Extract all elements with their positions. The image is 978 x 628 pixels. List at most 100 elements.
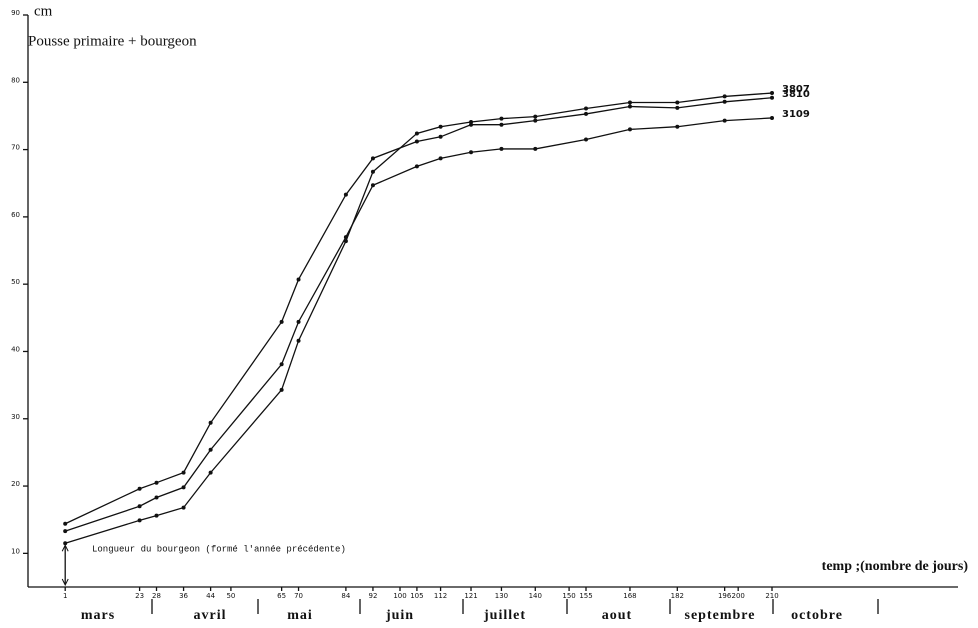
x-tick-label: 70 [294, 592, 303, 600]
x-tick-label: 92 [368, 592, 377, 600]
data-point [279, 319, 284, 324]
x-tick-label: 210 [765, 592, 778, 600]
series-label: 3807 [782, 84, 810, 95]
y-tick-label: 10 [11, 547, 20, 555]
data-point [208, 420, 213, 425]
data-point [584, 106, 588, 111]
x-tick-label: 23 [135, 592, 144, 600]
data-point [208, 447, 213, 452]
data-point [154, 480, 159, 485]
x-tick-label: 50 [226, 592, 235, 600]
y-tick-label: 70 [11, 144, 20, 152]
y-tick-label: 50 [11, 278, 20, 286]
x-tick-label: 168 [623, 592, 636, 600]
arrow-head [61, 544, 69, 552]
data-point [296, 277, 301, 282]
data-point [499, 146, 504, 151]
chart-title: Pousse primaire + bourgeon [28, 33, 197, 49]
data-point [181, 505, 186, 510]
data-point [533, 118, 538, 123]
data-point [533, 114, 538, 119]
data-point [438, 124, 443, 129]
arrow-head [61, 578, 69, 587]
data-point [154, 513, 159, 518]
data-point [627, 127, 632, 132]
data-point [279, 387, 284, 392]
data-point [469, 150, 474, 155]
x-tick-label: 196 [718, 592, 732, 600]
data-point [627, 104, 632, 109]
month-label: juin [385, 608, 414, 623]
y-tick-label: 60 [11, 211, 20, 219]
x-tick-label: 112 [434, 592, 447, 600]
data-point [770, 95, 774, 100]
data-point [296, 319, 301, 324]
data-point [584, 111, 588, 116]
data-point [343, 192, 348, 197]
data-point [154, 495, 159, 500]
x-tick-label: 65 [277, 592, 286, 600]
series-line [65, 92, 773, 544]
y-tick-label: 20 [11, 480, 20, 488]
x-tick-label: 182 [671, 592, 684, 600]
data-point [722, 99, 727, 104]
month-label: avril [194, 608, 227, 623]
data-point [181, 485, 186, 490]
data-point [137, 518, 142, 523]
month-label: juillet [483, 608, 526, 623]
data-point [533, 146, 538, 151]
x-tick-label: 200 [731, 592, 744, 600]
x-tick-label: 140 [529, 592, 542, 600]
x-tick-label: 155 [579, 592, 592, 600]
data-point [370, 183, 375, 188]
data-point [722, 94, 727, 99]
data-point [370, 156, 375, 161]
data-point [722, 118, 727, 123]
series-label: 3109 [782, 109, 810, 120]
series-label: 3810 [782, 89, 810, 100]
x-axis-label: temp ;(nombre de jours) [822, 559, 969, 574]
data-point [414, 164, 419, 169]
x-tick-label: 44 [206, 592, 215, 600]
month-label: octobre [791, 608, 843, 623]
y-tick-label: 30 [11, 413, 20, 421]
x-tick-label: 130 [495, 592, 508, 600]
data-point [627, 100, 632, 105]
month-label: mai [287, 608, 313, 623]
data-point [675, 105, 680, 110]
data-point [438, 134, 443, 139]
x-tick-label: 36 [179, 592, 188, 600]
data-point [675, 124, 680, 129]
data-point [279, 362, 284, 367]
data-point [137, 486, 142, 491]
data-point [770, 115, 774, 120]
data-point [343, 235, 348, 240]
y-tick-label: 40 [11, 345, 20, 353]
data-point [469, 122, 474, 127]
month-label: aout [602, 608, 632, 623]
x-tick-label: 150 [562, 592, 575, 600]
data-point [63, 521, 68, 526]
x-tick-label: 1 [63, 592, 67, 600]
data-point [584, 137, 588, 142]
x-tick-label: 84 [341, 592, 350, 600]
data-point [675, 100, 680, 105]
data-point [296, 338, 301, 343]
y-tick-label: 90 [11, 9, 20, 17]
data-point [63, 541, 68, 546]
series-line [64, 117, 773, 532]
month-label: mars [81, 608, 115, 623]
data-point [414, 139, 419, 144]
y-tick-label: 80 [11, 76, 20, 84]
data-point [438, 156, 443, 161]
annotation: Longueur du bourgeon (formé l'année préc… [92, 544, 346, 554]
data-point [370, 169, 375, 174]
x-tick-label: 28 [152, 592, 161, 600]
data-point [181, 470, 186, 475]
data-point [208, 470, 213, 475]
month-label: septembre [685, 608, 756, 623]
data-point [137, 504, 142, 509]
data-point [499, 116, 504, 121]
data-point [414, 131, 419, 136]
